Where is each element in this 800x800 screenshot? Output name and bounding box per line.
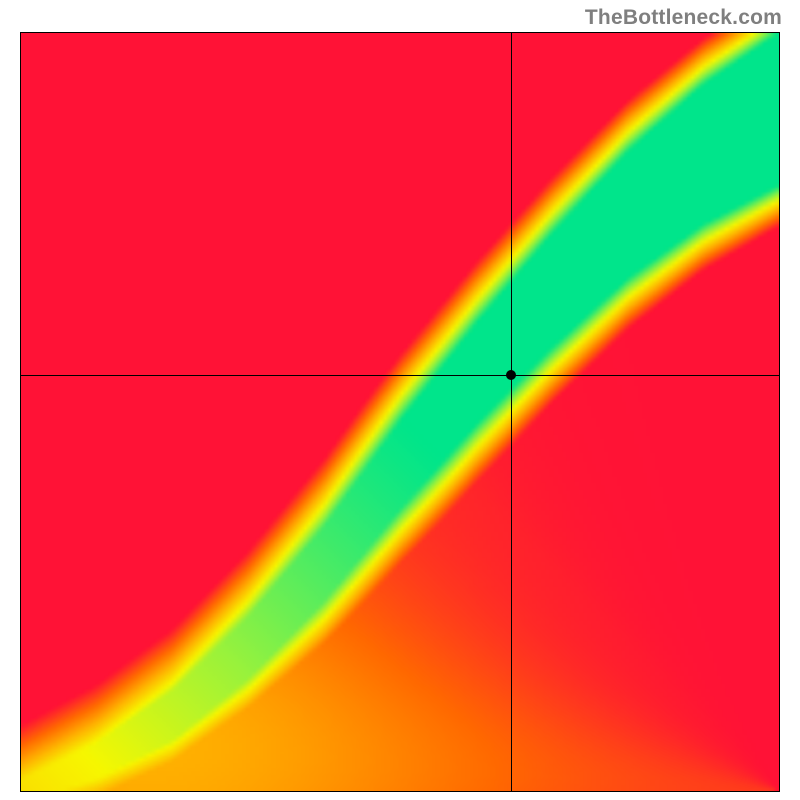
crosshair-horizontal (21, 375, 779, 376)
attribution-label: TheBottleneck.com (585, 6, 782, 30)
crosshair-vertical (511, 33, 512, 791)
chart-container: TheBottleneck.com (0, 0, 800, 800)
heatmap-plot (20, 32, 780, 792)
data-point-marker (506, 370, 516, 380)
heatmap-canvas (21, 33, 779, 791)
